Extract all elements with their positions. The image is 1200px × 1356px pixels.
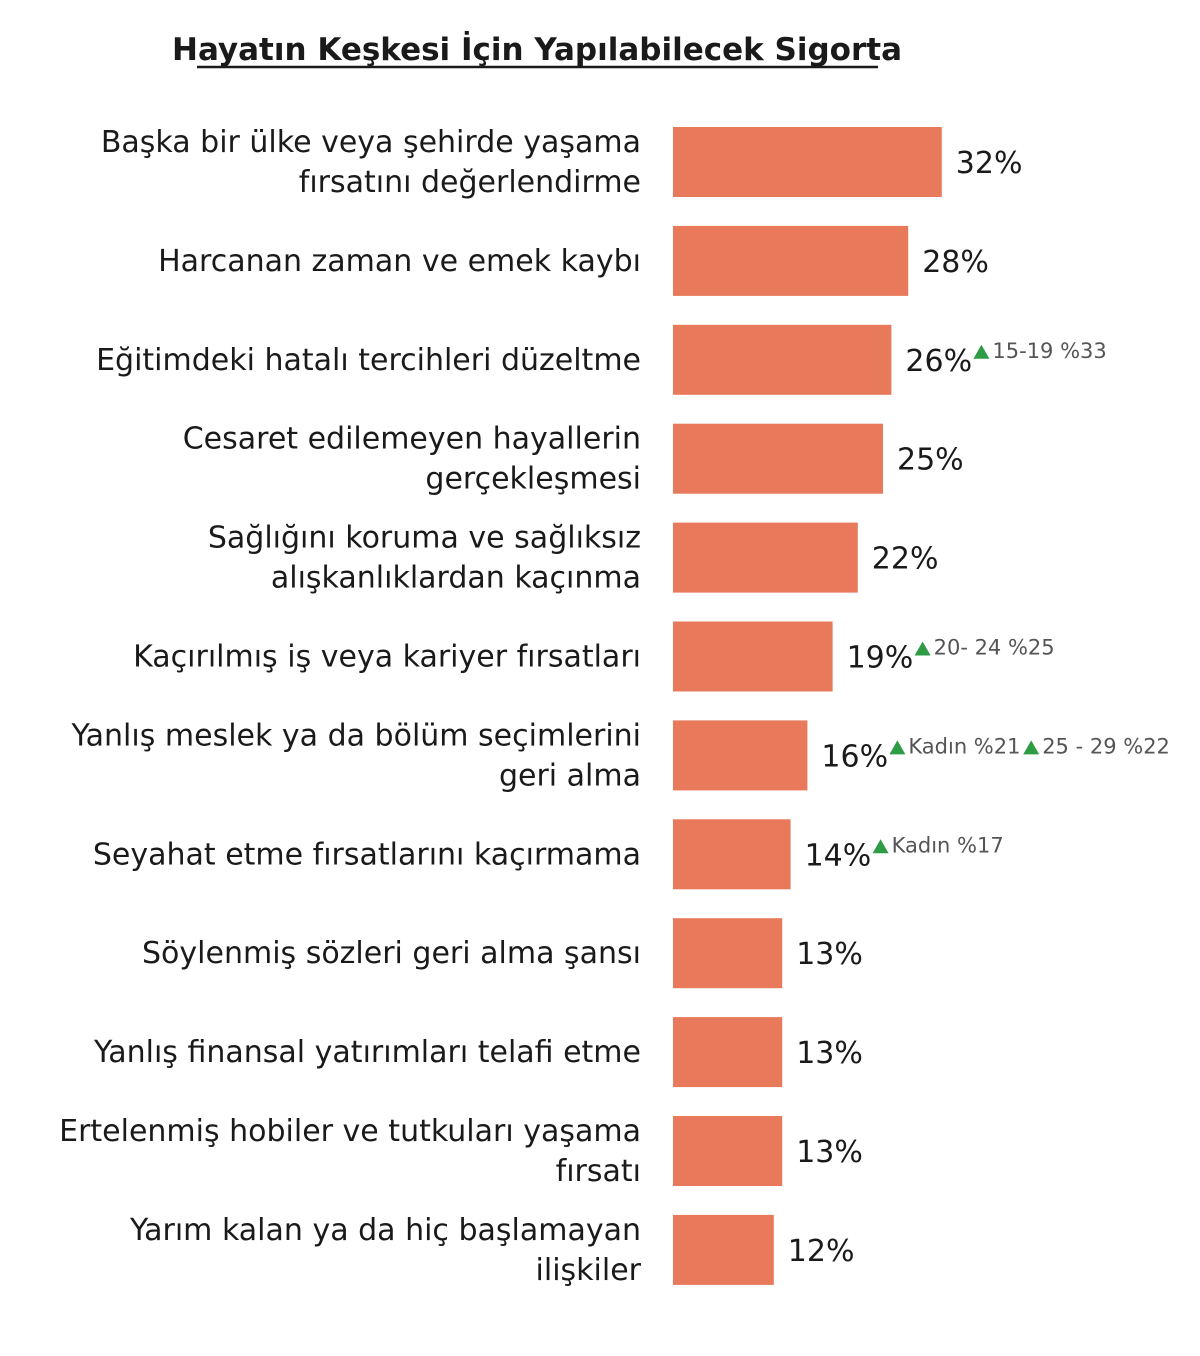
annotation-label: 20- 24 %25 xyxy=(934,636,1055,660)
bar xyxy=(673,1214,774,1285)
bar xyxy=(673,225,909,296)
bar xyxy=(673,522,858,593)
category-label: Cesaret edilemeyen hayallerin xyxy=(183,422,641,457)
category-label: ilişkiler xyxy=(536,1253,642,1288)
bar xyxy=(673,720,808,791)
bar xyxy=(673,621,833,692)
chart-title: Hayatın Keşkesi İçin Yapılabilecek Sigor… xyxy=(172,32,902,68)
value-label: 28% xyxy=(922,245,989,280)
category-label: Sağlığını koruma ve sağlıksız xyxy=(208,521,641,556)
category-label: Söylenmiş sözleri geri alma şansı xyxy=(142,936,641,971)
value-label: 13% xyxy=(796,1036,863,1071)
annotation-label: Kadın %21 xyxy=(908,734,1020,758)
annotation-label: 15-19 %33 xyxy=(992,339,1106,363)
category-label: Eğitimdeki hatalı tercihleri düzeltme xyxy=(96,343,641,378)
bars-group: Başka bir ülke veya şehirde yaşama fırsat… xyxy=(59,125,1170,1288)
category-label: fırsatını değerlendirme xyxy=(299,165,641,200)
value-label: 13% xyxy=(796,937,863,972)
category-label: Seyahat etme fırsatlarını kaçırmama xyxy=(93,837,641,872)
annotation-label: Kadın %17 xyxy=(892,833,1004,857)
value-label: 26% xyxy=(905,344,972,379)
value-label: 13% xyxy=(796,1135,863,1170)
annotation-label: 25 - 29 %22 xyxy=(1042,734,1170,758)
category-label: Yanlış meslek ya da bölüm seçimlerini xyxy=(70,718,641,753)
up-triangle-icon xyxy=(973,344,990,359)
up-triangle-icon xyxy=(914,641,931,656)
value-label: 19% xyxy=(847,641,914,676)
bar xyxy=(673,819,791,890)
category-label: alışkanlıklardan kaçınma xyxy=(271,561,641,596)
bar xyxy=(673,324,892,395)
bar xyxy=(673,1017,783,1088)
category-label: gerçekleşmesi xyxy=(425,462,641,497)
up-triangle-icon xyxy=(872,839,889,854)
category-label: Başka bir ülke veya şehirde yaşama xyxy=(101,125,641,160)
value-label: 22% xyxy=(872,542,939,577)
category-label: Ertelenmiş hobiler ve tutkuları yaşama xyxy=(59,1114,641,1149)
bar xyxy=(673,127,942,197)
category-label: geri alma xyxy=(499,758,641,793)
bar xyxy=(673,1116,783,1186)
bar xyxy=(673,423,883,494)
up-triangle-icon xyxy=(1023,740,1040,755)
category-label: Kaçırılmış iş veya kariyer fırsatları xyxy=(133,640,641,675)
category-label: fırsatı xyxy=(556,1154,641,1189)
category-label: Harcanan zaman ve emek kaybı xyxy=(158,244,641,279)
category-label: Yarım kalan ya da hiç başlamayan xyxy=(129,1213,641,1248)
value-label: 14% xyxy=(805,838,872,873)
value-label: 32% xyxy=(956,146,1023,181)
value-label: 25% xyxy=(897,443,964,478)
category-label: Yanlış finansal yatırımları telafi etme xyxy=(93,1035,641,1070)
up-triangle-icon xyxy=(889,740,906,755)
value-label: 12% xyxy=(788,1234,855,1269)
value-label: 16% xyxy=(821,739,888,774)
bar xyxy=(673,918,783,989)
